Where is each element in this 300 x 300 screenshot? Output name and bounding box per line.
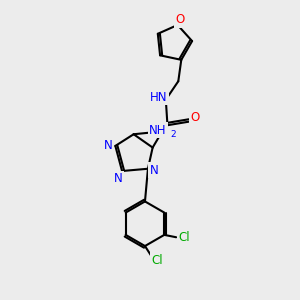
Text: Cl: Cl xyxy=(178,231,190,244)
Text: N: N xyxy=(103,139,112,152)
Text: O: O xyxy=(190,111,200,124)
Text: HN: HN xyxy=(150,91,167,104)
Text: 2: 2 xyxy=(171,130,176,139)
Text: O: O xyxy=(176,13,184,26)
Text: N: N xyxy=(114,172,123,185)
Text: N: N xyxy=(149,164,158,177)
Text: NH: NH xyxy=(149,124,167,137)
Text: Cl: Cl xyxy=(151,254,163,267)
